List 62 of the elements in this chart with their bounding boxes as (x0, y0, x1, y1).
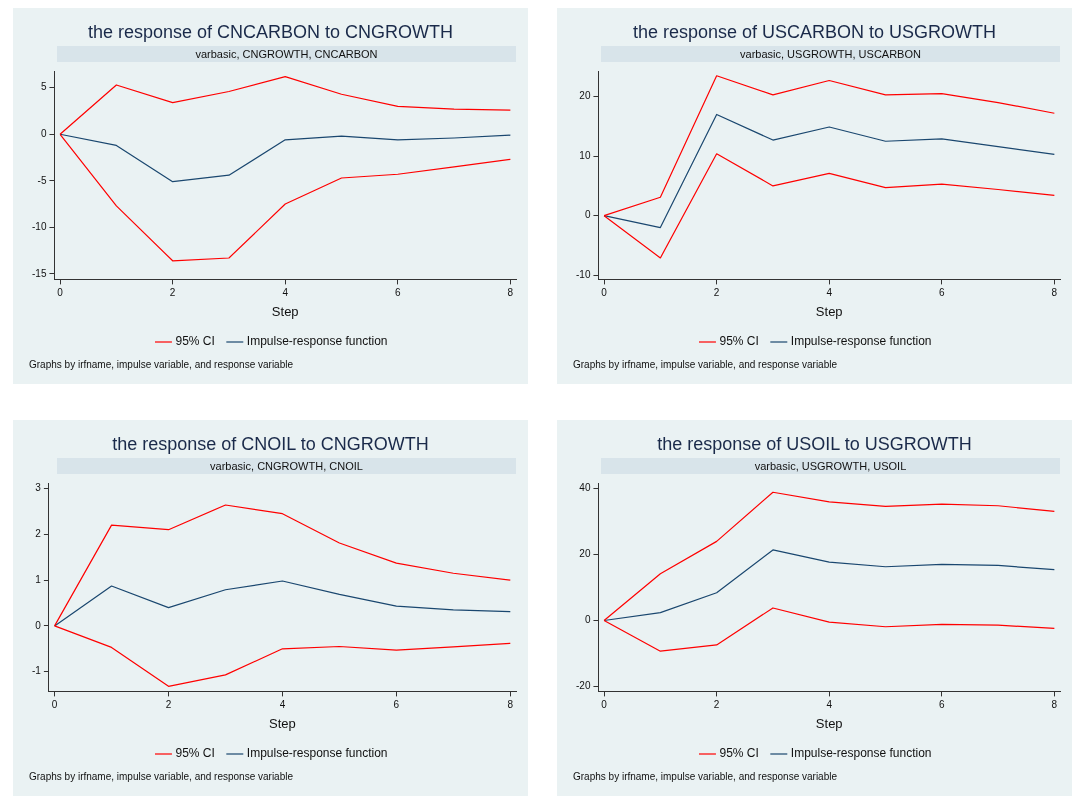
y-tick-label: 5 (40, 81, 47, 93)
legend-label: Impulse-response function (246, 334, 388, 349)
y-tick-label: 40 (579, 482, 591, 494)
chart-subtitle: varbasic, USGROWTH, USOIL (601, 458, 1060, 474)
x-tick-label: 2 (713, 699, 720, 711)
legend-label: 95% CI (175, 334, 215, 349)
y-tick-label: 20 (579, 90, 591, 102)
x-tick-label: 8 (1051, 287, 1058, 299)
y-tick-label: 3 (35, 482, 42, 494)
x-tick-label: 2 (165, 699, 172, 711)
y-tick-label: -1 (31, 665, 42, 677)
x-tick-label: 6 (395, 287, 402, 299)
chart-title: the response of CNCARBON to CNGROWTH (86, 22, 455, 44)
legend-label: Impulse-response function (246, 746, 388, 761)
x-tick-label: 6 (393, 699, 400, 711)
y-tick-label: 0 (584, 614, 591, 626)
y-tick-label: 2 (35, 528, 42, 540)
x-tick-label: 2 (713, 287, 720, 299)
y-tick-label: 10 (579, 149, 591, 161)
x-tick-label: 4 (282, 287, 289, 299)
y-tick-label: -15 (32, 267, 47, 279)
y-tick-label: 20 (579, 548, 591, 560)
x-tick-label: 4 (826, 699, 833, 711)
y-tick-label: 0 (35, 619, 42, 631)
x-tick-label: 0 (601, 699, 608, 711)
y-tick-label: -10 (32, 221, 47, 233)
legend-label: 95% CI (719, 334, 759, 349)
x-tick-label: 8 (507, 287, 514, 299)
x-tick-label: 0 (601, 287, 608, 299)
x-tick-label: 2 (169, 287, 176, 299)
text: Graphs by irfname, impulse variable, and response variable (573, 359, 838, 370)
y-tick-label: 0 (584, 209, 591, 221)
chart-title: the response of USOIL to USGROWTH (656, 434, 973, 456)
legend-label: Impulse-response function (790, 746, 932, 761)
chart-subtitle: varbasic, CNGROWTH, CNCARBON (57, 46, 516, 62)
text: Graphs by irfname, impulse variable, and response variable (573, 771, 838, 782)
x-tick-label: 0 (57, 287, 64, 299)
y-tick-label: 0 (40, 128, 47, 140)
x-axis-title: Step (815, 715, 843, 731)
chart-title: the response of CNOIL to CNGROWTH (111, 434, 430, 456)
x-tick-label: 8 (1051, 699, 1058, 711)
text: Graphs by irfname, impulse variable, and response variable (29, 771, 294, 782)
y-tick-label: -10 (576, 268, 591, 280)
y-tick-label: 1 (35, 573, 42, 585)
x-tick-label: 4 (279, 699, 286, 711)
x-axis-title: Step (269, 715, 296, 731)
chart-subtitle: varbasic, CNGROWTH, CNOIL (57, 458, 516, 474)
y-tick-label: -5 (37, 174, 47, 186)
chart-title: the response of USCARBON to USGROWTH (631, 22, 998, 44)
x-tick-label: 0 (51, 699, 58, 711)
legend-label: 95% CI (719, 746, 759, 761)
x-tick-label: 4 (826, 287, 833, 299)
y-tick-label: -20 (576, 680, 591, 692)
x-axis-title: Step (271, 303, 299, 319)
x-axis-title: Step (815, 303, 843, 319)
x-tick-label: 8 (507, 699, 514, 711)
legend-label: Impulse-response function (790, 334, 932, 349)
x-tick-label: 6 (939, 287, 946, 299)
legend-label: 95% CI (175, 746, 215, 761)
text: Graphs by irfname, impulse variable, and response variable (29, 359, 294, 370)
x-tick-label: 6 (939, 699, 946, 711)
chart-subtitle: varbasic, USGROWTH, USCARBON (601, 46, 1060, 62)
